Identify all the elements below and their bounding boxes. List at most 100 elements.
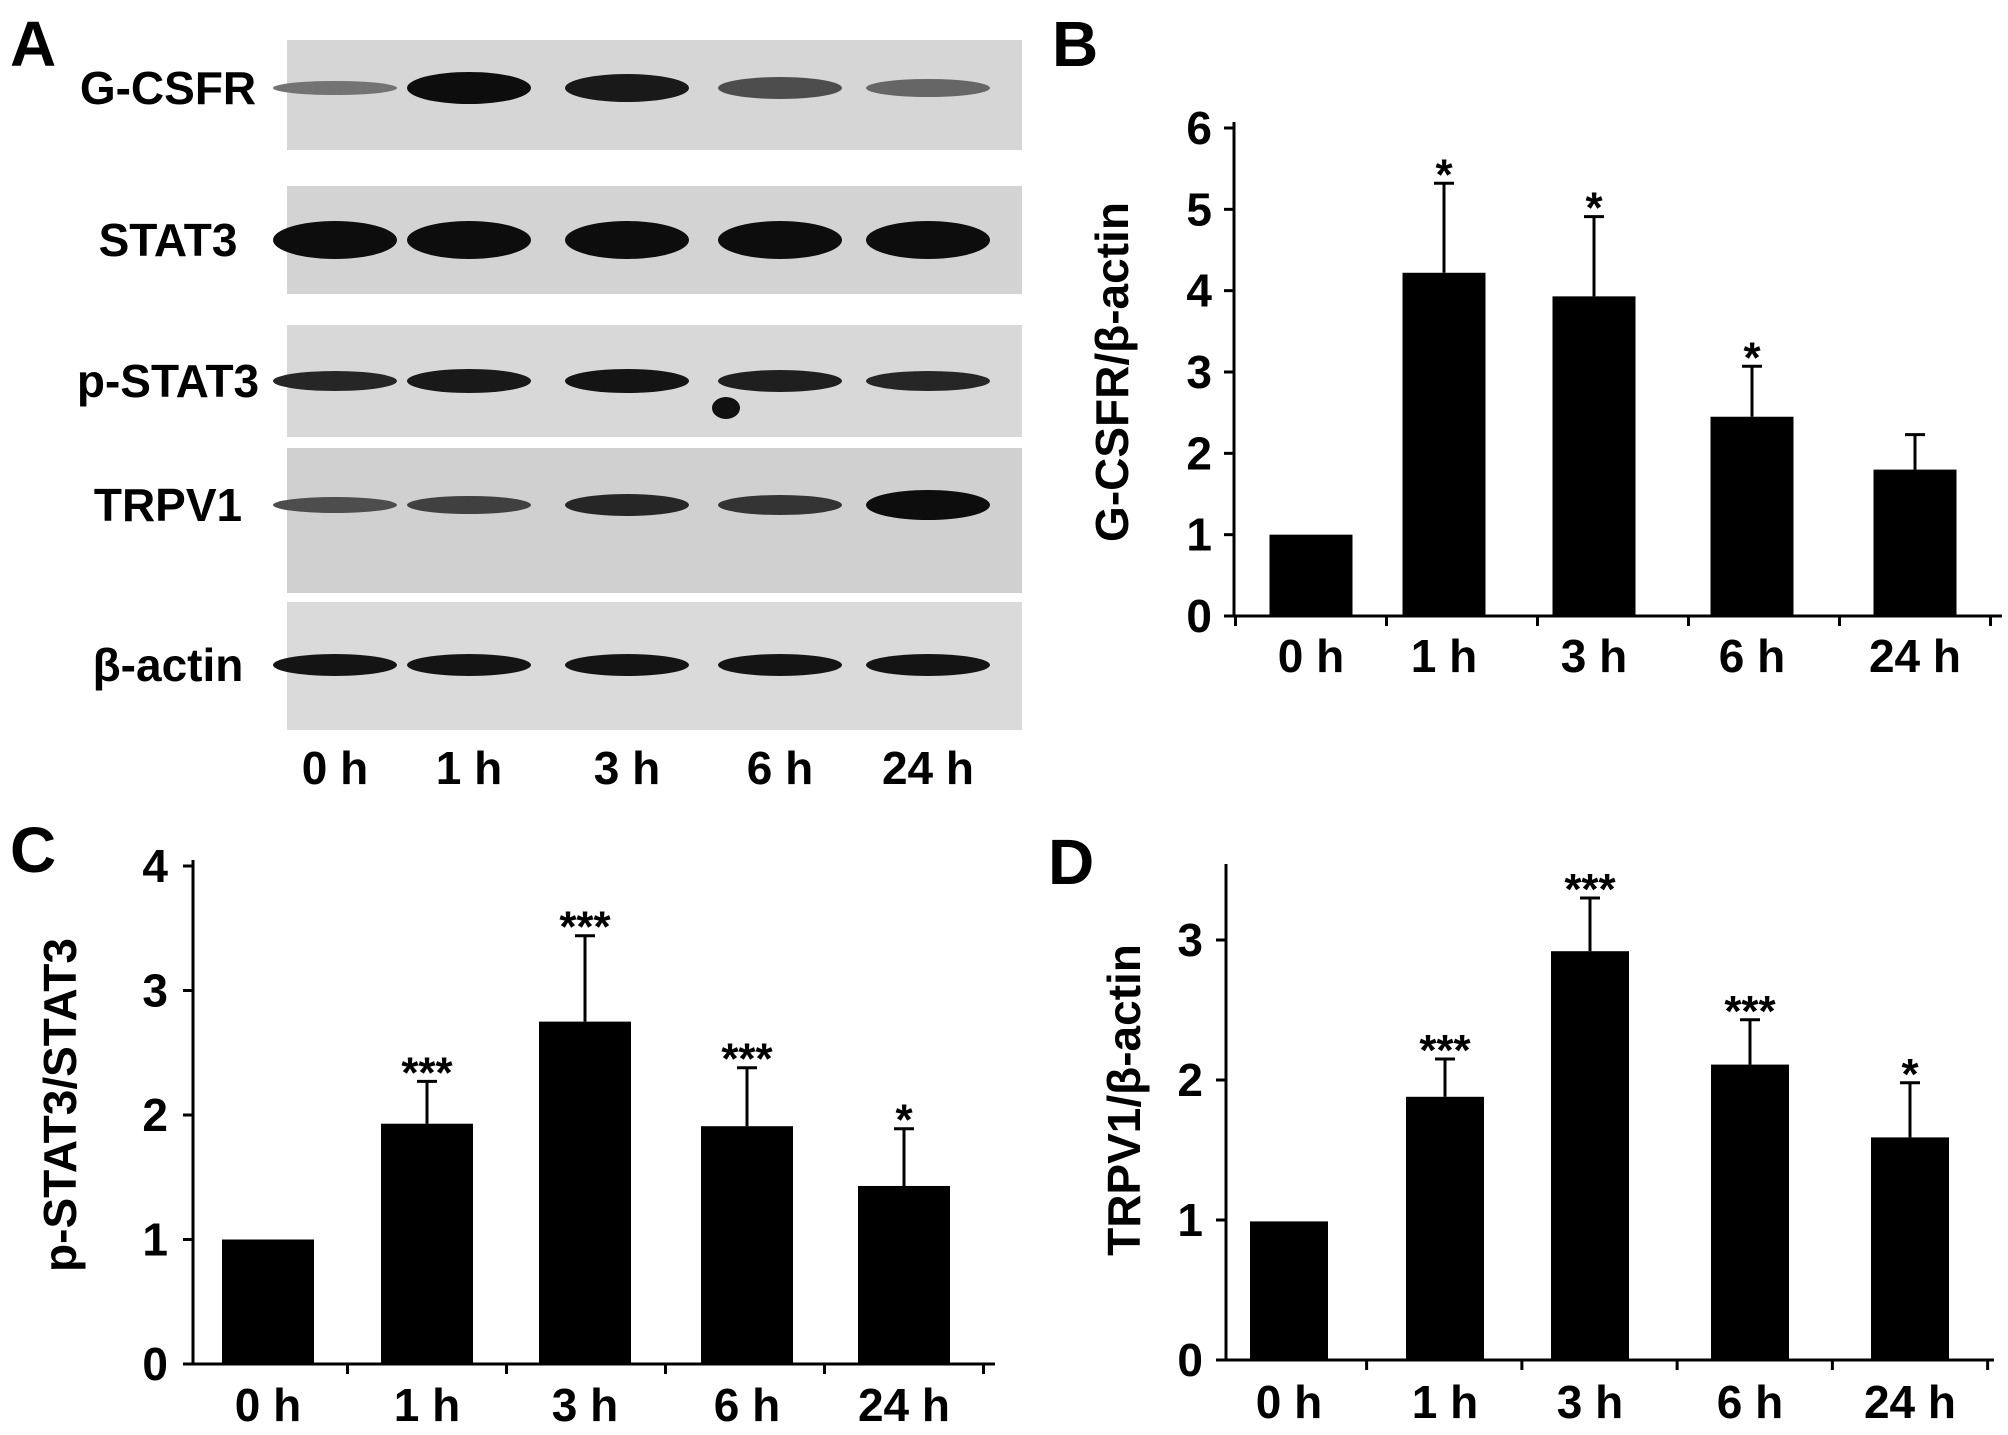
lane-label: 6 h (747, 742, 813, 794)
y-tick-label: 6 (1186, 102, 1212, 154)
panel-letter-d: D (1048, 826, 1094, 898)
y-tick-label: 3 (142, 965, 168, 1017)
blot-band (866, 371, 990, 391)
panel-letter-c: C (10, 814, 56, 886)
lane-label: 0 h (302, 742, 368, 794)
bar-0h (1250, 1221, 1328, 1360)
bar-0h (222, 1239, 314, 1364)
significance-marker: *** (721, 1035, 773, 1084)
y-tick-label: 0 (142, 1338, 168, 1390)
blot-band (718, 495, 842, 515)
y-axis-title: G-CSFR/β-actin (1086, 202, 1138, 542)
bar-24h (1873, 469, 1957, 616)
blot-band (273, 81, 397, 95)
blot-band (273, 654, 397, 676)
blot-label-2: STAT3 (99, 214, 238, 266)
blot-label-1: G-CSFR (80, 62, 256, 114)
blot-band (718, 77, 842, 99)
bar-6h (1710, 416, 1794, 616)
y-tick-label: 0 (1177, 1334, 1203, 1386)
significance-marker: * (1743, 333, 1761, 382)
bar-3h (539, 1021, 631, 1364)
bar-6h (701, 1126, 793, 1364)
bar-1h (381, 1123, 473, 1364)
x-category-label: 6 h (1717, 1376, 1783, 1428)
x-category-label: 1 h (1412, 1376, 1478, 1428)
y-axis-title: p-STAT3/STAT3 (34, 938, 86, 1272)
blot-strip-4 (287, 448, 1022, 593)
lane-label: 3 h (594, 742, 660, 794)
panel-letter-b: B (1052, 8, 1098, 80)
x-category-label: 0 h (235, 1379, 301, 1431)
x-category-label: 3 h (552, 1379, 618, 1431)
y-tick-label: 3 (1186, 346, 1212, 398)
y-tick-label: 1 (142, 1214, 168, 1266)
panel-c-chart: C 0 1 2 3 4 0 h *** 1 h *** 3 h *** 6 h * 24 h p-STAT3/… (10, 814, 995, 1431)
blot-band (718, 370, 842, 392)
blot-band (866, 654, 990, 676)
bar-6h (1711, 1064, 1789, 1360)
significance-marker: *** (401, 1048, 453, 1097)
significance-marker: *** (1564, 865, 1616, 914)
blot-strips (273, 40, 1022, 730)
y-tick-label: 2 (142, 1089, 168, 1141)
bar-0h (1269, 534, 1353, 616)
bar-1h (1406, 1096, 1484, 1360)
y-tick-label: 0 (1186, 590, 1212, 642)
x-category-label: 0 h (1278, 630, 1344, 682)
blot-band (273, 497, 397, 513)
x-category-label: 3 h (1557, 1376, 1623, 1428)
significance-marker: *** (1724, 987, 1776, 1036)
blot-artifact (712, 397, 740, 419)
y-tick-label: 3 (1177, 914, 1203, 966)
significance-marker: * (1901, 1050, 1919, 1099)
blot-band (273, 221, 397, 259)
blot-band (718, 654, 842, 676)
blot-band (866, 79, 990, 97)
lane-label: 24 h (882, 742, 974, 794)
significance-marker: *** (1419, 1026, 1471, 1075)
y-tick-label: 4 (1186, 265, 1212, 317)
x-category-label: 6 h (1719, 630, 1785, 682)
x-category-label: 0 h (1256, 1376, 1322, 1428)
y-tick-label: 1 (1177, 1194, 1203, 1246)
blot-band (565, 369, 689, 393)
significance-marker: * (1585, 184, 1603, 233)
blot-band (407, 221, 531, 259)
y-tick-label: 4 (142, 840, 168, 892)
blot-band (407, 369, 531, 393)
y-tick-label: 5 (1186, 183, 1212, 235)
bar-24h (1871, 1137, 1949, 1360)
x-category-label: 1 h (1411, 630, 1477, 682)
bar-1h (1402, 272, 1486, 616)
y-axis-title: TRPV1/β-actin (1098, 944, 1150, 1256)
panel-b-chart: B 0 1 2 3 4 5 6 0 h * 1 h * 3 h * 6 h 24 h G-CSFR/β-acti… (1052, 8, 2002, 682)
x-category-label: 3 h (1561, 630, 1627, 682)
blot-band (407, 72, 531, 104)
lane-labels: 0 h 1 h 3 h 6 h 24 h (302, 742, 974, 794)
blot-band (718, 221, 842, 259)
blot-band (407, 654, 531, 676)
blot-label-3: p-STAT3 (77, 355, 259, 407)
bar-3h (1552, 296, 1636, 616)
y-tick-label: 2 (1177, 1054, 1203, 1106)
significance-marker: *** (559, 903, 611, 952)
lane-label: 1 h (436, 742, 502, 794)
blot-band (273, 371, 397, 391)
x-category-label: 24 h (858, 1379, 950, 1431)
blot-band (565, 74, 689, 102)
significance-marker: * (895, 1096, 913, 1145)
x-category-label: 24 h (1869, 630, 1961, 682)
panel-letter-a: A (10, 8, 56, 80)
significance-marker: * (1435, 150, 1453, 199)
y-tick-label: 2 (1186, 427, 1212, 479)
blot-band (565, 221, 689, 259)
blot-band (866, 490, 990, 520)
x-category-label: 1 h (394, 1379, 460, 1431)
blot-band (565, 654, 689, 676)
y-tick-label: 1 (1186, 509, 1212, 561)
bar-3h (1551, 951, 1629, 1360)
x-category-label: 24 h (1864, 1376, 1956, 1428)
x-category-label: 6 h (714, 1379, 780, 1431)
